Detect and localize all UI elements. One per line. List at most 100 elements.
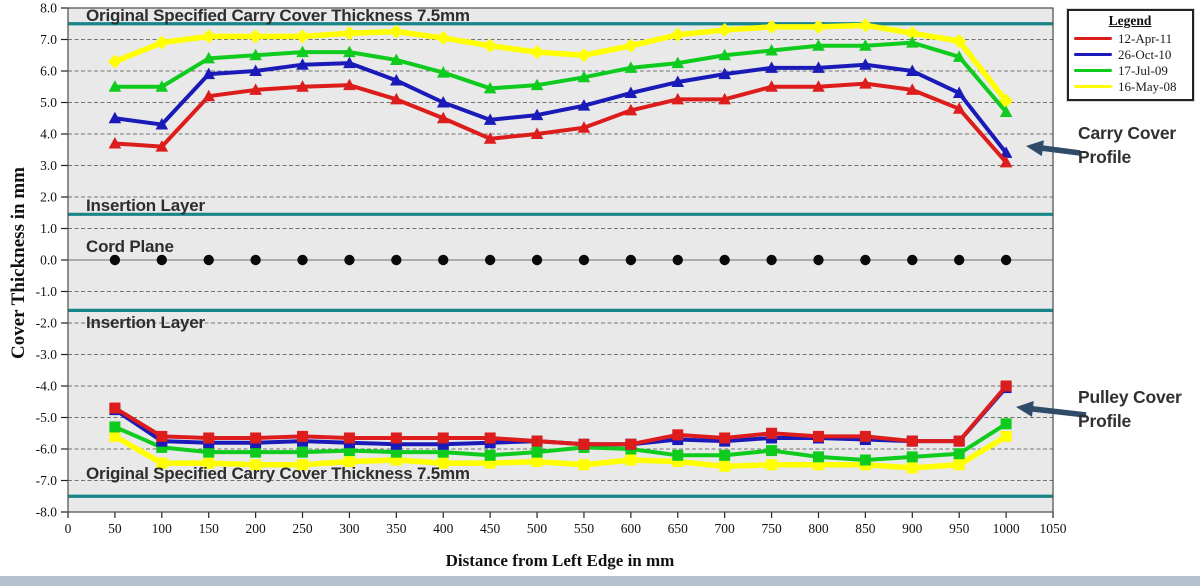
y-tick-label: -7.0 bbox=[36, 473, 58, 488]
cord-plane-dot bbox=[953, 254, 965, 266]
data-point bbox=[201, 29, 216, 44]
data-point bbox=[999, 155, 1013, 168]
data-point bbox=[717, 23, 732, 38]
data-point bbox=[250, 432, 262, 444]
data-point bbox=[343, 78, 356, 91]
y-tick-label: 1.0 bbox=[40, 221, 57, 236]
x-tick-label: 900 bbox=[902, 521, 923, 536]
data-point bbox=[624, 103, 638, 116]
data-point bbox=[952, 102, 966, 114]
data-point bbox=[390, 454, 402, 466]
data-point bbox=[343, 45, 356, 58]
data-point bbox=[296, 45, 309, 58]
cord-plane-dot bbox=[297, 254, 308, 266]
data-point bbox=[343, 456, 355, 468]
carry-line-26-Oct-10 bbox=[112, 61, 1009, 155]
data-point bbox=[530, 45, 545, 60]
data-point bbox=[999, 105, 1013, 117]
pulley-line-12-Apr-11 bbox=[112, 384, 1009, 447]
legend-label: 17-Jul-09 bbox=[1118, 63, 1168, 78]
y-tick-label: 8.0 bbox=[40, 1, 57, 16]
data-point bbox=[672, 429, 684, 441]
data-point bbox=[671, 75, 685, 88]
legend-label: 26-Oct-10 bbox=[1118, 47, 1172, 62]
data-point bbox=[297, 446, 309, 458]
data-point bbox=[295, 29, 310, 44]
x-tick-label: 350 bbox=[386, 521, 407, 536]
x-tick-label: 1000 bbox=[993, 521, 1020, 536]
data-point bbox=[484, 432, 496, 444]
data-point bbox=[812, 61, 825, 73]
data-point bbox=[483, 113, 497, 125]
data-point bbox=[577, 70, 591, 83]
cord-plane-dot bbox=[203, 254, 214, 266]
data-point bbox=[202, 51, 216, 64]
data-point bbox=[671, 92, 685, 105]
y-tick-label: 0.0 bbox=[40, 253, 57, 268]
data-point bbox=[624, 86, 638, 99]
data-point bbox=[1000, 430, 1012, 442]
y-tick-label: 6.0 bbox=[40, 64, 57, 79]
plot-border bbox=[67, 7, 1054, 513]
data-point bbox=[437, 438, 449, 450]
data-point bbox=[343, 445, 355, 457]
x-axis-title: Distance from Left Edge in mm bbox=[445, 551, 675, 570]
carry-cover-profile-label: Carry Cover Profile bbox=[1078, 123, 1176, 167]
x-tick-label: 1050 bbox=[1040, 521, 1067, 536]
data-point bbox=[297, 459, 309, 471]
cord-plane-dot bbox=[109, 254, 121, 266]
cord-plane-dot bbox=[672, 254, 683, 266]
y-tick-label: 7.0 bbox=[40, 32, 57, 47]
carry-line-17-Jul-09 bbox=[112, 40, 1009, 114]
data-point bbox=[343, 56, 356, 69]
x-tick-label: 600 bbox=[621, 521, 642, 536]
data-point bbox=[718, 67, 731, 80]
data-point bbox=[719, 460, 731, 472]
data-point bbox=[766, 427, 778, 439]
data-point bbox=[296, 80, 309, 92]
x-tick-label: 550 bbox=[574, 521, 595, 536]
data-point bbox=[342, 26, 357, 41]
cord-plane-dot bbox=[813, 254, 824, 266]
data-point bbox=[297, 430, 309, 442]
data-point bbox=[202, 67, 216, 80]
data-point bbox=[436, 111, 450, 124]
annotation-insertion-upper: Insertion Layer bbox=[86, 196, 205, 215]
legend-swatch bbox=[1074, 84, 1112, 89]
cord-plane-dot bbox=[391, 254, 402, 266]
data-point bbox=[156, 430, 168, 442]
x-tick-label: 250 bbox=[292, 521, 313, 536]
data-point bbox=[108, 111, 122, 124]
pulley-cover-profile-label: Pulley Cover Profile bbox=[1078, 387, 1182, 431]
data-point bbox=[905, 64, 919, 76]
data-point bbox=[484, 457, 496, 469]
data-point bbox=[671, 56, 685, 69]
data-point bbox=[296, 58, 309, 70]
data-point bbox=[530, 78, 544, 91]
data-point bbox=[858, 18, 873, 33]
cord-plane-dot bbox=[625, 254, 637, 266]
x-tick-label: 950 bbox=[949, 521, 970, 536]
data-point bbox=[625, 438, 637, 450]
bottom-strip bbox=[0, 576, 1200, 586]
data-point bbox=[437, 446, 449, 458]
cord-plane-dot bbox=[531, 254, 543, 266]
data-point bbox=[203, 446, 215, 458]
data-point bbox=[531, 456, 543, 468]
data-point bbox=[530, 108, 544, 121]
data-point bbox=[1000, 380, 1012, 392]
y-tick-label: -2.0 bbox=[36, 316, 58, 331]
legend-swatch bbox=[1074, 68, 1112, 73]
data-point bbox=[109, 430, 121, 442]
x-tick-label: 50 bbox=[108, 521, 122, 536]
pulley-profile-arrow-icon bbox=[1016, 400, 1087, 418]
y-tick-label: 5.0 bbox=[40, 95, 57, 110]
carry-line-12-Apr-11 bbox=[112, 81, 1009, 165]
data-point bbox=[999, 93, 1014, 108]
data-point bbox=[531, 446, 543, 458]
data-point bbox=[577, 121, 591, 133]
data-point bbox=[812, 430, 824, 442]
legend-label: 16-May-08 bbox=[1118, 79, 1177, 94]
